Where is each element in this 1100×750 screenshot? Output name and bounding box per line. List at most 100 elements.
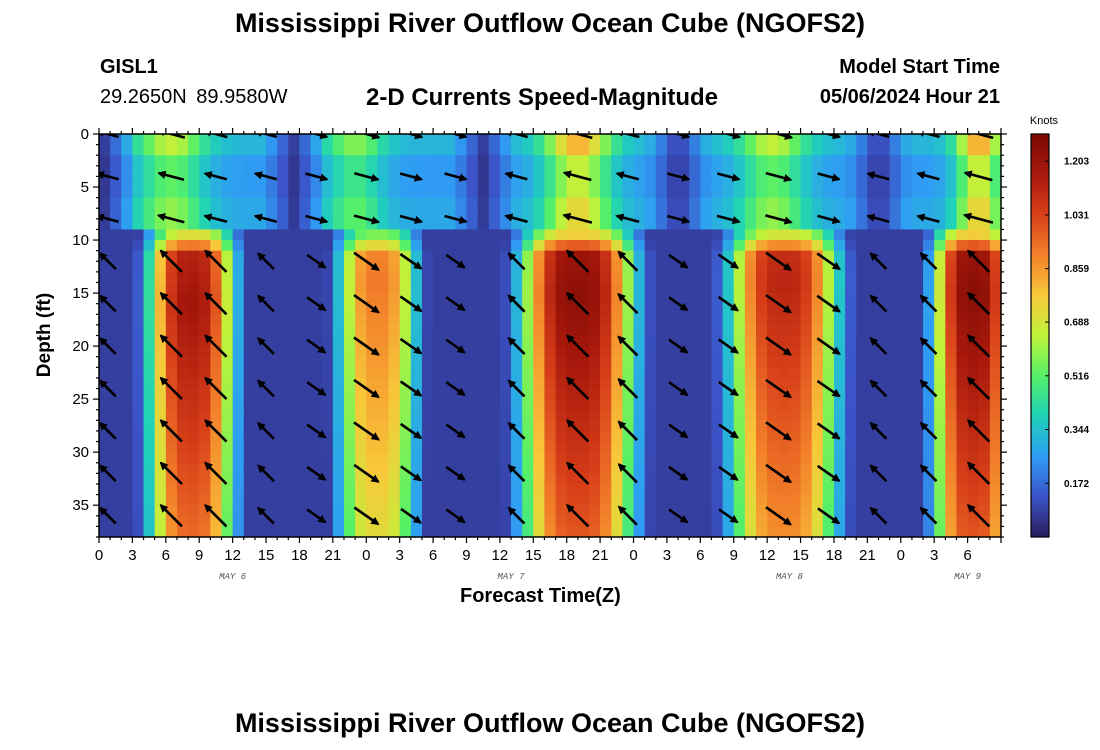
heatmap-cell [132, 494, 145, 506]
heatmap-cell [666, 282, 679, 294]
heatmap-cell [756, 208, 768, 220]
heatmap-cell [165, 240, 178, 252]
heatmap-cell [644, 377, 657, 390]
colorbar-tick-label: 0.688 [1064, 318, 1089, 329]
heatmap-cell [355, 494, 367, 506]
heatmap-cell [655, 399, 668, 411]
heatmap-cell [299, 399, 312, 411]
heatmap-cell [332, 293, 345, 305]
heatmap-cell [544, 250, 557, 262]
heatmap-cell [878, 462, 891, 474]
heatmap-cell [778, 229, 791, 241]
heatmap-cell [232, 187, 245, 199]
heatmap-cell [711, 324, 724, 337]
heatmap-cell [210, 282, 223, 294]
heatmap-cell [455, 377, 468, 390]
heatmap-cell [678, 240, 690, 252]
current-vector [99, 171, 119, 181]
heatmap-cell [366, 452, 378, 464]
heatmap-cell [744, 356, 757, 368]
current-vector [253, 134, 278, 139]
heatmap-cell [633, 505, 646, 517]
heatmap-cell [165, 165, 178, 178]
heatmap-cell [666, 134, 679, 146]
heatmap-cell [366, 462, 378, 474]
heatmap-cell [466, 240, 479, 252]
heatmap-cell [767, 314, 779, 326]
heatmap-cell [689, 526, 701, 537]
heatmap-cell [377, 430, 390, 443]
heatmap-cell [343, 229, 356, 241]
heatmap-cell [388, 261, 401, 273]
heatmap-cell [399, 494, 412, 506]
heatmap-cell [477, 229, 490, 241]
heatmap-cell [132, 441, 145, 453]
heatmap-cell [466, 430, 479, 443]
current-vector [966, 334, 991, 358]
heatmap-cell [756, 155, 768, 167]
heatmap-cell [121, 314, 134, 326]
heatmap-cell [288, 293, 301, 305]
heatmap-cell [811, 187, 824, 199]
heatmap-cell [934, 462, 946, 474]
heatmap-cell [321, 441, 334, 453]
heatmap-cell [421, 197, 434, 209]
heatmap-cell [644, 409, 657, 421]
heatmap-cell [188, 356, 200, 368]
heatmap-cell [388, 452, 401, 464]
heatmap-cell [477, 441, 490, 453]
heatmap-cell [110, 155, 122, 167]
heatmap-cell [700, 367, 713, 379]
heatmap-cell [522, 473, 534, 485]
heatmap-cell [188, 324, 200, 337]
heatmap-cell [366, 218, 378, 231]
current-vector [204, 249, 228, 273]
heatmap-cell [789, 293, 802, 305]
heatmap-cell [388, 187, 401, 199]
heatmap-cell [511, 420, 523, 432]
heatmap-cell [822, 303, 835, 315]
heatmap-cell [611, 505, 623, 517]
heatmap-cell [165, 494, 178, 506]
heatmap-cell [833, 250, 846, 262]
heatmap-cell [700, 388, 713, 400]
heatmap-cell [522, 335, 534, 347]
heatmap-cell [767, 399, 779, 411]
heatmap-cell [176, 420, 189, 432]
heatmap-cell [588, 144, 601, 156]
heatmap-cell [132, 473, 145, 485]
heatmap-cell [132, 356, 145, 368]
heatmap-cell [511, 494, 523, 506]
heatmap-cell [499, 462, 512, 474]
heatmap-cell [132, 187, 145, 199]
heatmap-cell [789, 399, 802, 411]
heatmap-cell [644, 388, 657, 400]
heatmap-cell [243, 441, 256, 453]
heatmap-cell [566, 208, 579, 220]
heatmap-cell [243, 430, 256, 443]
heatmap-cell [343, 176, 356, 188]
heatmap-cell [99, 187, 111, 199]
heatmap-cell [154, 229, 167, 241]
heatmap-cell [477, 165, 490, 178]
heatmap-cell [399, 399, 412, 411]
current-vector [617, 292, 639, 315]
heatmap-cell [756, 293, 768, 305]
heatmap-cell [488, 494, 501, 506]
heatmap-cell [221, 377, 234, 390]
heatmap-cell [989, 208, 1001, 220]
heatmap-cell [856, 240, 868, 252]
heatmap-cell [822, 240, 835, 252]
heatmap-cell [900, 187, 913, 199]
heatmap-cell [288, 452, 301, 464]
x-tick-label: 18 [291, 547, 308, 564]
heatmap-cell [533, 303, 546, 315]
heatmap-cell [421, 430, 434, 443]
heatmap-cell [967, 218, 980, 231]
heatmap-cell [377, 346, 390, 358]
heatmap-cell [655, 134, 668, 146]
heatmap-cell [121, 377, 134, 390]
heatmap-cell [566, 324, 579, 337]
heatmap-cell [555, 282, 568, 294]
heatmap-cell [845, 505, 857, 517]
